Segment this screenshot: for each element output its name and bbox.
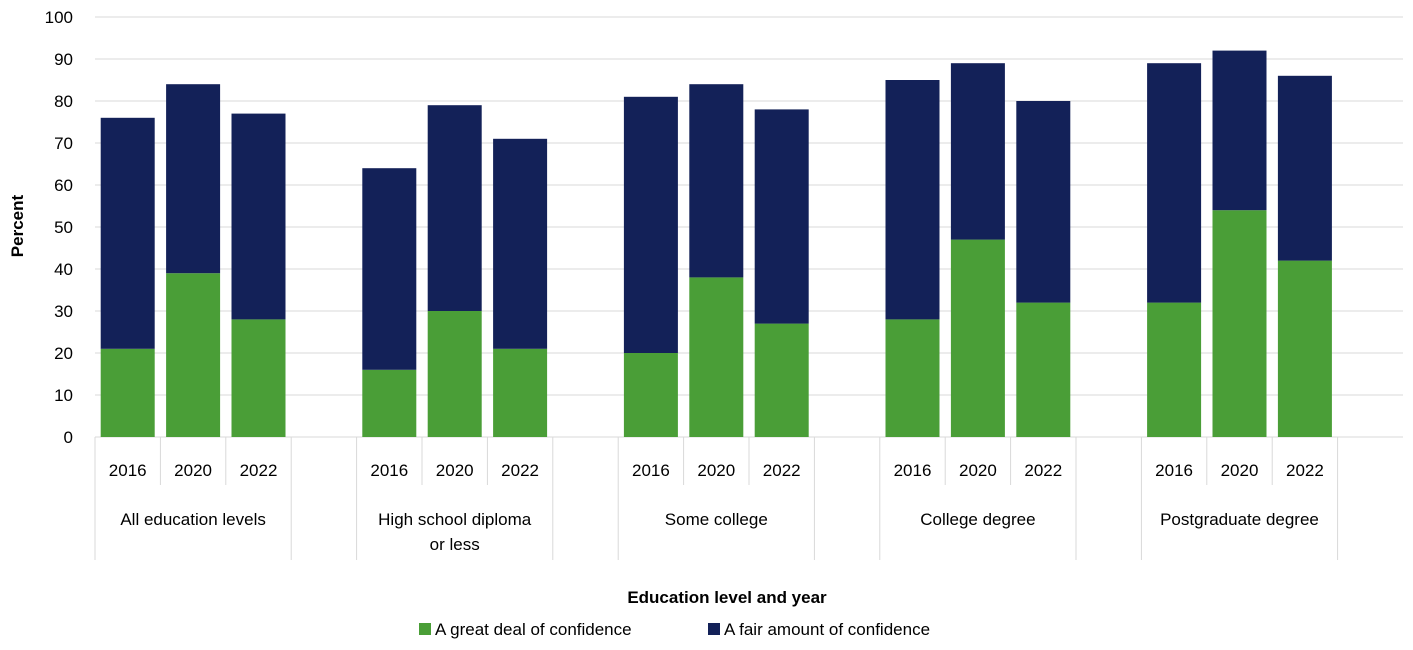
x-tick-year-label: 2022 bbox=[501, 461, 539, 480]
bar-great-deal bbox=[100, 348, 155, 437]
x-tick-year-label: 2020 bbox=[1221, 461, 1259, 480]
x-axis: 2016 2020 2022 All education levels 2016 2020… bbox=[94, 437, 1339, 560]
gridlines bbox=[95, 16, 1403, 438]
x-tick-year-label: 2020 bbox=[436, 461, 474, 480]
legend-label: A great deal of confidence bbox=[435, 620, 632, 639]
y-tick-label: 100 bbox=[45, 8, 73, 27]
x-tick-year-label: 2022 bbox=[1024, 461, 1062, 480]
bar-fair-amount bbox=[1016, 101, 1071, 303]
bar-great-deal bbox=[427, 311, 482, 437]
bar-fair-amount bbox=[1277, 75, 1332, 261]
bar-fair-amount bbox=[1212, 50, 1267, 211]
bar-fair-amount bbox=[166, 84, 221, 274]
x-tick-year-label: 2022 bbox=[240, 461, 278, 480]
bar-great-deal bbox=[1016, 302, 1071, 437]
x-axis-title: Education level and year bbox=[627, 588, 827, 607]
y-axis-title: Percent bbox=[8, 194, 27, 257]
bar-fair-amount bbox=[754, 109, 809, 324]
x-tick-year-label: 2016 bbox=[109, 461, 147, 480]
bar-great-deal bbox=[689, 277, 744, 437]
y-tick-label: 30 bbox=[54, 302, 73, 321]
bar-fair-amount bbox=[885, 80, 940, 320]
x-tick-year-label: 2016 bbox=[1155, 461, 1193, 480]
bar-great-deal bbox=[754, 323, 809, 437]
bar-great-deal bbox=[623, 353, 678, 437]
bar-fair-amount bbox=[100, 117, 155, 349]
y-tick-label: 90 bbox=[54, 50, 73, 69]
legend-swatch bbox=[419, 623, 431, 635]
bar-great-deal bbox=[1147, 302, 1202, 437]
y-tick-label: 40 bbox=[54, 260, 73, 279]
x-group-label: Postgraduate degree bbox=[1160, 510, 1319, 529]
bar-great-deal bbox=[1212, 210, 1267, 437]
bar-great-deal bbox=[166, 273, 221, 437]
x-tick-year-label: 2016 bbox=[632, 461, 670, 480]
bar-fair-amount bbox=[1147, 63, 1202, 303]
bar-fair-amount bbox=[427, 105, 482, 311]
bar-fair-amount bbox=[689, 84, 744, 278]
x-group-label: College degree bbox=[920, 510, 1035, 529]
bars bbox=[100, 50, 1332, 437]
y-tick-label: 50 bbox=[54, 218, 73, 237]
y-tick-label: 80 bbox=[54, 92, 73, 111]
x-group-label: Some college bbox=[665, 510, 768, 529]
bar-great-deal bbox=[1277, 260, 1332, 437]
y-tick-label: 60 bbox=[54, 176, 73, 195]
legend: A great deal of confidence A fair amount … bbox=[419, 620, 930, 639]
bar-fair-amount bbox=[623, 96, 678, 354]
legend-label: A fair amount of confidence bbox=[724, 620, 930, 639]
bar-fair-amount bbox=[231, 113, 286, 320]
bar-fair-amount bbox=[950, 63, 1005, 240]
bar-great-deal bbox=[950, 239, 1005, 437]
x-group-label: All education levels bbox=[120, 510, 266, 529]
x-tick-year-label: 2022 bbox=[763, 461, 801, 480]
bar-fair-amount bbox=[362, 168, 417, 370]
x-tick-year-label: 2022 bbox=[1286, 461, 1324, 480]
bar-great-deal bbox=[362, 369, 417, 437]
x-group-label: High school diploma bbox=[378, 510, 532, 529]
bar-great-deal bbox=[885, 319, 940, 437]
x-tick-year-label: 2016 bbox=[894, 461, 932, 480]
bar-great-deal bbox=[493, 348, 548, 437]
x-tick-year-label: 2020 bbox=[174, 461, 212, 480]
x-group-label: or less bbox=[430, 535, 480, 554]
x-tick-year-label: 2020 bbox=[959, 461, 997, 480]
legend-swatch bbox=[708, 623, 720, 635]
y-axis-ticks: 0 10 20 30 40 50 60 70 80 90 100 bbox=[45, 8, 73, 447]
y-tick-label: 20 bbox=[54, 344, 73, 363]
y-tick-label: 70 bbox=[54, 134, 73, 153]
x-tick-year-label: 2016 bbox=[370, 461, 408, 480]
y-tick-label: 0 bbox=[64, 428, 73, 447]
bar-fair-amount bbox=[493, 138, 548, 349]
y-tick-label: 10 bbox=[54, 386, 73, 405]
bar-great-deal bbox=[231, 319, 286, 437]
x-tick-year-label: 2020 bbox=[697, 461, 735, 480]
